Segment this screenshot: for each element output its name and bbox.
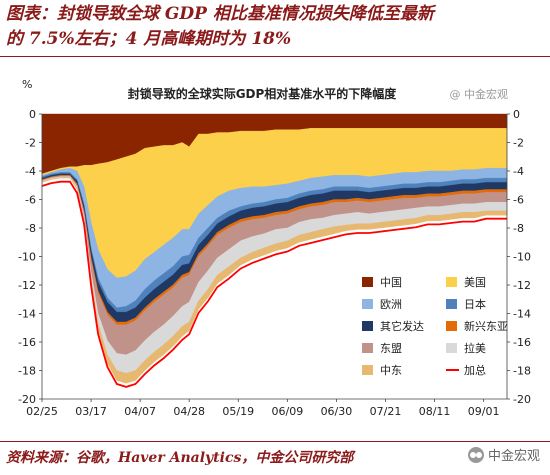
legend-swatch-china: [362, 277, 373, 287]
y-tick-label-left: -12: [18, 279, 36, 292]
legend-label-other_adv: 其它发达: [380, 319, 424, 333]
y-tick-label-right: -10: [513, 251, 531, 264]
x-tick-label: 06/30: [321, 405, 353, 418]
y-tick-label-right: -20: [513, 393, 531, 406]
legend-label-nie: 新兴东亚: [464, 319, 508, 333]
x-tick-label: 03/17: [75, 405, 107, 418]
y-tick-label-left: -16: [18, 336, 36, 349]
wechat-logo-icon: [467, 446, 484, 463]
legend-label-china: 中国: [380, 276, 402, 289]
y-tick-label-left: -10: [18, 251, 36, 264]
y-tick-label-left: -18: [18, 365, 36, 378]
y-tick-label-left: -6: [25, 194, 36, 207]
y-tick-label-right: -8: [513, 222, 524, 235]
legend-label-total: 加总: [464, 363, 486, 377]
y-tick-label-right: -18: [513, 365, 531, 378]
brand-mark: 中金宏观: [467, 445, 540, 464]
y-tick-label-right: -2: [513, 137, 524, 150]
brand-name: 中金宏观: [487, 449, 540, 464]
x-tick-label: 07/21: [370, 405, 402, 418]
total-line: [41, 180, 507, 388]
chart-title: 封锁导致的全球实际GDP相对基准水平的下降幅度: [128, 86, 398, 101]
y-tick-label-right: 0: [513, 108, 520, 121]
heading-line-2: 的 7.5%左右；4 月高峰期时为 18%: [6, 29, 292, 49]
legend-swatch-us: [446, 277, 457, 287]
top-divider: [0, 56, 550, 57]
legend-swatch-latam: [446, 343, 457, 353]
y-tick-label-right: -6: [513, 194, 524, 207]
source-note: 资料来源：谷歌，Haver Analytics，中金公司研究部: [6, 450, 354, 466]
legend-label-middle_east: 中东: [380, 364, 402, 377]
y-tick-label-left: -14: [18, 308, 36, 321]
y-tick-label-left: -20: [18, 393, 36, 406]
report-heading: 图表：封锁导致全球 GDP 相比基准情况损失降低至最新 的 7.5%左右；4 月…: [6, 2, 546, 52]
y-tick-label-right: -16: [513, 336, 531, 349]
y-tick-label-left: -2: [25, 137, 36, 150]
legend-swatch-other_adv: [362, 321, 373, 331]
y-tick-label-left: -4: [25, 165, 36, 178]
x-tick-label: 02/25: [26, 405, 58, 418]
axes: 0 0 -2 -2 -4 -4 -6 -6 -8 -8 -10 -10 -12 -12 -14 -14 -16 -…: [18, 108, 531, 418]
x-tick-label: 08/11: [419, 405, 451, 418]
legend-label-japan: 日本: [464, 297, 486, 311]
legend-label-asean: 东盟: [380, 342, 402, 355]
y-tick-label-left: -8: [25, 222, 36, 235]
legend-swatch-asean: [362, 343, 373, 353]
y-unit-label: %: [22, 78, 32, 91]
x-tick-label: 04/07: [124, 405, 156, 418]
y-tick-label-right: -12: [513, 279, 531, 292]
x-tick-label: 09/01: [468, 405, 500, 418]
legend-label-latam: 拉美: [464, 341, 486, 355]
legend-label-us: 美国: [464, 276, 486, 289]
legend-swatch-japan: [446, 299, 457, 309]
gdp-loss-chart: 封锁导致的全球实际GDP相对基准水平的下降幅度 @ 中金宏观 % 0 0 -2 -2 -…: [18, 78, 531, 418]
x-tick-label: 04/28: [173, 405, 205, 418]
area-layers: [41, 113, 508, 388]
legend-label-europe: 欧洲: [380, 298, 402, 311]
watermark-text: @ 中金宏观: [450, 87, 509, 101]
x-tick-label: 06/09: [272, 405, 304, 418]
legend-swatch-europe: [362, 299, 373, 309]
y-tick-label-right: -14: [513, 308, 531, 321]
y-tick-label-left: 0: [29, 108, 36, 121]
heading-line-1: 图表：封锁导致全球 GDP 相比基准情况损失降低至最新: [6, 4, 434, 24]
legend-swatch-nie: [446, 321, 457, 331]
bottom-divider: [0, 441, 550, 442]
y-tick-label-right: -4: [513, 165, 524, 178]
x-tick-label: 05/19: [222, 405, 254, 418]
legend-swatch-middle_east: [362, 365, 373, 375]
